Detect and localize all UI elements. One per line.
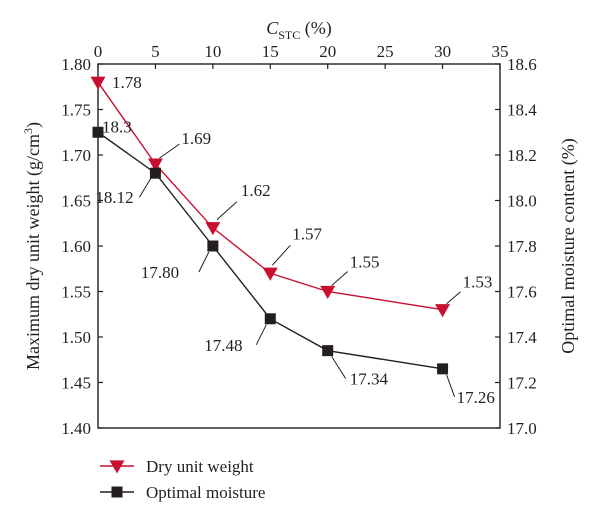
data-label-leader (255, 324, 267, 346)
y-left-tick-label: 1.65 (61, 192, 91, 211)
data-label-0: 1.78 (112, 73, 142, 92)
y-right-tick-label: 18.2 (507, 146, 537, 165)
x-tick-label: 15 (262, 42, 279, 61)
series-point-0 (320, 285, 336, 299)
series-point-0 (90, 76, 106, 90)
legend-label-0: Dry unit weight (146, 457, 254, 476)
data-label-leader (159, 143, 180, 159)
x-tick-label: 25 (377, 42, 394, 61)
data-labels: 1.78 1.69 1.62 1.57 1.55 1.53 18.3 18.12 17.80 17… (95, 73, 494, 407)
data-label-0: 1.69 (181, 129, 211, 148)
y-right-tick-label: 18.6 (507, 55, 537, 74)
series-point-1 (322, 345, 334, 357)
y-right-tick-label: 17.4 (507, 328, 537, 347)
y-right-tick-label: 17.8 (507, 237, 537, 256)
series-line-1 (97, 131, 443, 370)
x-tick-label: 10 (204, 42, 221, 61)
data-label-leader (216, 201, 238, 221)
series-point-0 (147, 158, 163, 172)
series-point-0 (262, 267, 278, 281)
data-label-leader (446, 291, 461, 305)
x-axis-title: CSTC (%) (266, 18, 332, 42)
series-point-1 (92, 126, 104, 138)
x-tick-label: 35 (492, 42, 509, 61)
data-label-0: 1.55 (350, 253, 380, 272)
data-label-1: 17.80 (141, 263, 179, 282)
data-label-1: 18.12 (95, 188, 133, 207)
data-label-leader (271, 244, 291, 266)
x-tick-label: 5 (151, 42, 160, 61)
y-left-axis-title: Maximum dry unit weight (g/cm3) (21, 122, 44, 370)
series-point-1 (264, 313, 276, 325)
y-left-tick-label: 1.70 (61, 146, 91, 165)
series-line-0 (97, 81, 443, 311)
legend-marker-1 (111, 486, 123, 498)
data-label-1: 17.48 (204, 336, 242, 355)
data-label-leader (331, 271, 349, 286)
y-right-axis-title: Optimal moisture content (%) (558, 138, 579, 353)
data-label-1: 17.34 (350, 370, 389, 389)
data-label-1: 17.26 (457, 388, 495, 407)
y-left-tick-label: 1.60 (61, 237, 91, 256)
series-point-1 (149, 167, 161, 179)
series-point-1 (207, 240, 219, 252)
data-label-1: 18.3 (102, 117, 132, 136)
data-label-leader (138, 176, 152, 198)
y-right-tick-label: 17.6 (507, 283, 537, 302)
y-left-tick-label: 1.80 (61, 55, 91, 74)
x-tick-label: 20 (319, 42, 336, 61)
series-point-1 (437, 363, 449, 375)
y-right-tick-label: 17.2 (507, 374, 537, 393)
x-tick-label: 30 (434, 42, 451, 61)
y-left-tick-label: 1.75 (61, 101, 91, 120)
series-point-0 (205, 222, 221, 236)
data-label-leader (331, 356, 347, 379)
series-point-0 (435, 304, 451, 318)
data-label-0: 1.62 (241, 181, 271, 200)
series-layer (90, 76, 451, 375)
data-label-0: 1.53 (463, 273, 493, 292)
y-left-tick-label: 1.45 (61, 374, 91, 393)
x-tick-label: 0 (94, 42, 103, 61)
legend-marker-0 (109, 460, 125, 474)
data-label-0: 1.57 (292, 224, 322, 243)
y-right-tick-label: 18.4 (507, 101, 537, 120)
data-label-leader (446, 374, 456, 398)
y-left-tick-label: 1.50 (61, 328, 91, 347)
legend: Dry unit weight Optimal moisture (100, 457, 265, 502)
legend-label-1: Optimal moisture (146, 483, 265, 502)
y-left-tick-label: 1.55 (61, 283, 91, 302)
y-left-tick-label: 1.40 (61, 419, 91, 438)
data-label-leader (198, 251, 210, 273)
y-right-tick-label: 18.0 (507, 192, 537, 211)
y-right-tick-label: 17.0 (507, 419, 537, 438)
